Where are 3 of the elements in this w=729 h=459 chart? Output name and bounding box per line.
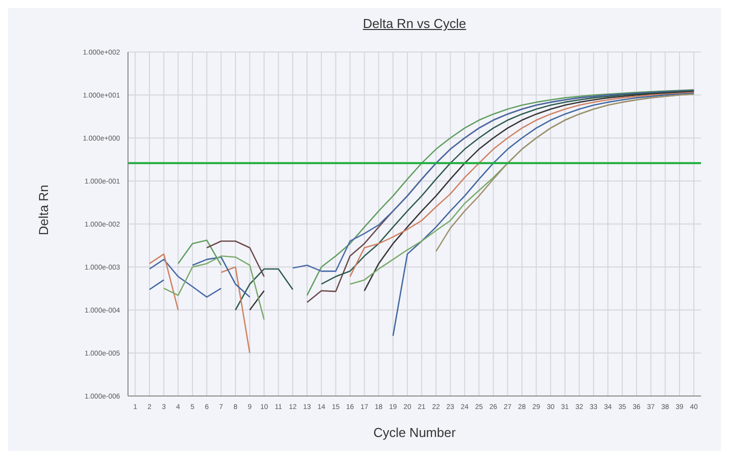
- x-axis-title: Cycle Number: [372, 425, 457, 440]
- chart-title: Delta Rn vs Cycle: [362, 16, 468, 31]
- y-axis-title: Delta Rn: [36, 184, 51, 238]
